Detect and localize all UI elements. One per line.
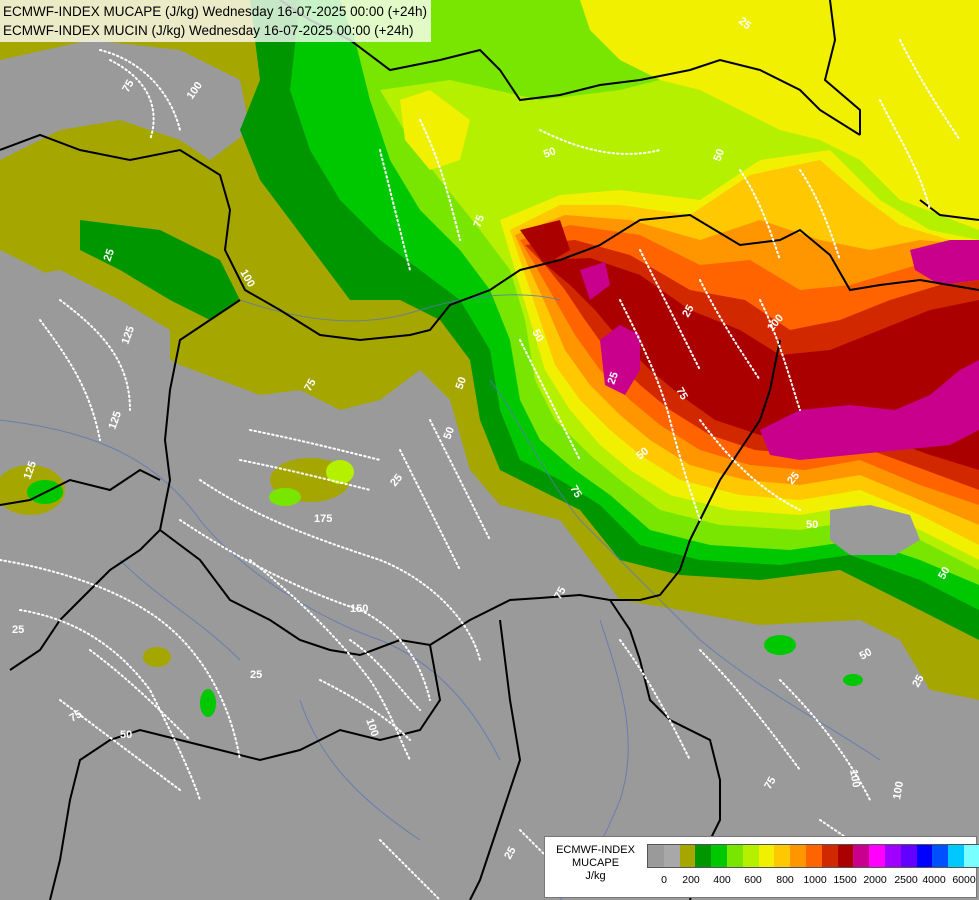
cape-band-yellow (580, 0, 979, 230)
cape-blob-4 (200, 689, 216, 717)
cape-blob-2 (326, 460, 354, 484)
title-line-mucape: ECMWF-INDEX MUCAPE (J/kg) Wednesday 16-0… (3, 4, 428, 19)
legend-swatch (742, 845, 759, 867)
contour-label: 50 (858, 646, 875, 663)
legend-swatch (679, 845, 696, 867)
contour-label: 75 (552, 585, 569, 602)
legend-swatch (821, 845, 838, 867)
contour-label: 100 (847, 768, 862, 788)
cape-band-yellow-3 (400, 90, 470, 170)
contour-label: 50 (542, 145, 558, 160)
legend-swatch (648, 845, 664, 867)
legend-swatch (932, 845, 949, 867)
legend-tick-label: 2000 (863, 874, 887, 886)
title-line-mucin: ECMWF-INDEX MUCIN (J/kg) Wednesday 16-07… (3, 23, 414, 38)
contour-label: 25 (680, 303, 697, 320)
cape-band-magenta-4 (910, 240, 979, 285)
cape-band-darkgreen-w (80, 220, 240, 320)
legend-tick-labels: 0 200 400 600 800 1000 1500 2000 2500 4000 6000 (647, 874, 977, 888)
legend-tick-label: 2500 (894, 874, 918, 886)
contour-label: 175 (314, 513, 332, 525)
contour-label: 75 (673, 386, 690, 403)
no-cape-south (0, 590, 979, 900)
contour-label: 25 (606, 370, 621, 386)
contour-label: 75 (68, 708, 85, 725)
cape-blob-1-inner (269, 488, 301, 506)
contour-label: 75 (762, 775, 779, 792)
legend-tick-label: 600 (744, 874, 762, 886)
legend-swatch (726, 845, 743, 867)
contour-label: 125 (120, 325, 138, 346)
no-cape-lake (830, 505, 920, 555)
cape-band-darkred-2 (520, 220, 570, 265)
legend-swatch (963, 845, 979, 867)
no-cape-hole-w (0, 270, 170, 440)
legend-tick-label: 4000 (922, 874, 946, 886)
contour-label: 125 (22, 460, 40, 481)
legend-swatch (884, 845, 901, 867)
cape-band-magenta (760, 360, 979, 460)
contour-label: 50 (120, 729, 132, 741)
map-title: ECMWF-INDEX MUCAPE (J/kg) Wednesday 16-0… (0, 0, 432, 42)
legend-swatch (758, 845, 775, 867)
legend-swatch (711, 845, 727, 867)
contour-label: 75 (567, 484, 584, 501)
cape-band-magenta-2 (600, 325, 640, 395)
contour-label: 75 (302, 377, 319, 394)
legend-swatch (663, 845, 680, 867)
cape-blob-7 (843, 674, 863, 686)
legend-tick-label: 1500 (833, 874, 857, 886)
contour-label: 50 (936, 565, 953, 582)
legend-tick-label: 200 (682, 874, 700, 886)
legend-swatch (853, 845, 870, 867)
color-legend: ECMWF-INDEX MUCAPE J/kg 0 200 400 600 800 100… (544, 836, 979, 898)
legend-title: ECMWF-INDEX MUCAPE J/kg (547, 844, 644, 883)
contour-label: 25 (910, 673, 927, 690)
contour-label: 50 (454, 375, 469, 391)
legend-tick-label: 800 (776, 874, 794, 886)
legend-units: J/kg (585, 870, 606, 882)
legend-swatch (695, 845, 712, 867)
contour-label: 100 (363, 717, 381, 738)
contour-label: 50 (712, 147, 727, 163)
legend-title-line1: ECMWF-INDEX (556, 844, 635, 856)
cape-band-magenta-3 (580, 262, 610, 300)
legend-tick-label: 0 (661, 874, 667, 886)
legend-swatch (790, 845, 806, 867)
contour-label: 25 (12, 624, 24, 636)
legend-swatch (900, 845, 917, 867)
legend-tick-label: 1000 (803, 874, 827, 886)
contour-label: 50 (442, 425, 457, 441)
contour-label: 50 (806, 519, 818, 531)
contour-label: 25 (250, 669, 262, 681)
contour-label: 25 (102, 247, 117, 263)
legend-swatch (869, 845, 885, 867)
legend-swatch (916, 845, 933, 867)
cin-contours (0, 39, 961, 900)
contour-label: 125 (107, 410, 125, 431)
legend-swatch (837, 845, 854, 867)
contour-label: 75 (472, 213, 487, 229)
contour-label: 150 (350, 603, 368, 615)
no-cape-hole-nw (0, 40, 250, 160)
cape-blob-6 (764, 635, 796, 655)
contour-label: 100 (891, 780, 906, 800)
contour-label: 75 (120, 78, 137, 95)
legend-color-bar (647, 844, 979, 868)
legend-title-line2: MUCAPE (571, 857, 620, 869)
legend-swatch (948, 845, 964, 867)
legend-tick-label: 400 (713, 874, 731, 886)
legend-swatch (805, 845, 822, 867)
contour-label: 50 (529, 328, 546, 345)
legend-swatch (774, 845, 791, 867)
cape-blob-5 (143, 647, 171, 667)
legend-tick-label: 6000 (952, 874, 976, 886)
contour-label: 25 (502, 845, 519, 862)
